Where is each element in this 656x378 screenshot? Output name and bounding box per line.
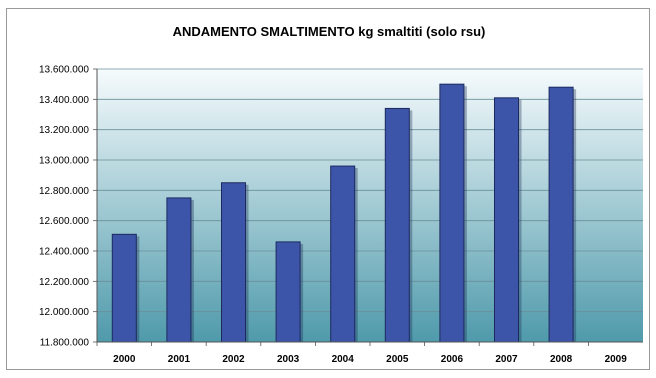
y-tick-label: 13.600.000: [39, 65, 89, 76]
x-tick-label: 2005: [386, 354, 409, 365]
y-tick-label: 12.200.000: [39, 277, 89, 288]
x-tick-label: 2008: [550, 354, 573, 365]
x-tick-label: 2009: [605, 354, 628, 365]
bar-2001: [166, 197, 192, 343]
bar-2007: [493, 97, 520, 343]
bars: [111, 83, 577, 343]
x-tick-label: 2003: [277, 354, 300, 365]
bar-2004: [330, 165, 356, 343]
bar-chart: ANDAMENTO SMALTIMENTO kg smaltiti (solo …: [39, 24, 643, 365]
bar-2006: [439, 83, 465, 343]
bar-2002: [220, 182, 247, 343]
y-tick-label: 12.000.000: [39, 307, 89, 318]
y-tick-label: 12.800.000: [39, 186, 89, 197]
bar-2005: [384, 107, 410, 343]
chart-frame: ANDAMENTO SMALTIMENTO kg smaltiti (solo …: [6, 8, 650, 370]
x-tick-label: 2000: [113, 354, 136, 365]
x-tick-label: 2007: [495, 354, 518, 365]
x-tick-label: 2006: [441, 354, 464, 365]
bar-2008: [548, 86, 574, 343]
y-tick-label: 12.400.000: [39, 247, 89, 258]
y-tick-label: 13.000.000: [39, 156, 89, 167]
bar-2000: [111, 233, 137, 343]
x-axis-tick-labels: 2000 2001 2002 2003 2004 2005 2006 2007 2008 2009: [96, 342, 628, 365]
x-tick-label: 2002: [222, 354, 245, 365]
chart-title: ANDAMENTO SMALTIMENTO kg smaltiti (solo …: [173, 24, 486, 39]
bar-2003: [275, 241, 301, 343]
x-tick-label: 2004: [332, 354, 355, 365]
y-tick-label: 13.200.000: [39, 125, 89, 136]
x-tick-label: 2001: [168, 354, 191, 365]
y-tick-label: 13.400.000: [39, 95, 89, 106]
y-axis-tick-labels: 11.800.000 12.000.000 12.200.000 12.400.000…: [39, 65, 97, 349]
y-tick-label: 11.800.000: [40, 338, 90, 349]
y-tick-label: 12.600.000: [39, 216, 89, 227]
